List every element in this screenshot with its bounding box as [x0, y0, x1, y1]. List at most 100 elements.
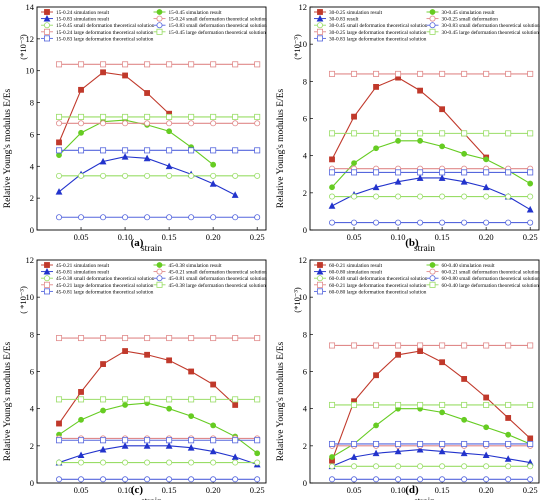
data-point	[100, 335, 107, 342]
data-point	[188, 459, 195, 466]
x-tick-label: 0.05	[74, 232, 89, 242]
data-point	[122, 402, 128, 408]
legend-item: 60-0.40 small deformation theoretical so…	[314, 275, 428, 282]
series-line	[58, 402, 258, 454]
data-point	[416, 445, 424, 453]
data-point	[417, 193, 424, 200]
legend-item: 30-0.83 large deformation theoretical so…	[314, 35, 427, 42]
data-point	[78, 214, 85, 221]
data-point	[232, 396, 239, 403]
data-point	[417, 440, 424, 447]
data-point	[122, 214, 129, 221]
data-point	[439, 143, 446, 150]
data-point	[351, 70, 358, 77]
y-tick-label: 12	[299, 255, 308, 265]
legend-label: 15-0.24 simulation result	[56, 10, 110, 16]
data-point	[144, 476, 151, 483]
data-point	[527, 463, 534, 470]
data-point	[122, 72, 128, 79]
data-point	[144, 396, 151, 403]
data-point	[416, 174, 424, 181]
chart-panel-2: 0 2 4 6 8 10 12 0.05 0.10 0.15 0.20 0.25 strain Relat…	[3, 255, 267, 500]
data-point	[78, 396, 85, 403]
data-point	[373, 440, 380, 447]
legend-swatch-marker	[156, 15, 163, 22]
y-tick-label: 8	[303, 329, 307, 339]
data-point	[55, 188, 63, 195]
x-axis-label: strain	[141, 244, 162, 254]
data-point	[122, 476, 129, 483]
data-point	[483, 424, 490, 431]
legend-item: 60-0.40 simulation result	[426, 262, 496, 269]
data-point	[417, 137, 423, 144]
data-point	[210, 172, 217, 179]
legend-swatch-marker	[44, 288, 51, 295]
data-point	[166, 437, 173, 444]
data-point	[188, 147, 195, 154]
data-point	[78, 459, 85, 466]
data-point	[210, 120, 217, 127]
data-point	[439, 409, 446, 416]
legend-swatch-marker	[44, 275, 51, 282]
series-4	[329, 463, 534, 470]
data-point	[504, 455, 512, 462]
y-tick-label: 2	[30, 441, 34, 451]
data-point	[122, 172, 129, 179]
data-point	[56, 214, 63, 221]
legend-label: 30-0.83 result	[329, 17, 359, 23]
data-point	[210, 476, 217, 483]
legend-label: 60-0.40 small deformation theoretical so…	[329, 275, 428, 282]
data-point	[122, 335, 129, 342]
series-6	[56, 61, 261, 68]
legend-label: 30-0.45 small deformation theoretical so…	[329, 22, 428, 29]
data-point	[329, 401, 336, 408]
data-point	[210, 113, 217, 120]
series-5	[329, 476, 534, 483]
data-point	[373, 145, 379, 152]
legend-item: 15-0.83 large deformation theoretical so…	[41, 35, 154, 42]
data-point	[461, 169, 468, 176]
legend-label: 30-0.83 small deformation theoretical so…	[442, 22, 541, 29]
legend-swatch-marker	[429, 262, 436, 268]
data-point	[210, 147, 217, 154]
data-point	[351, 476, 358, 483]
data-point	[329, 70, 336, 77]
data-point	[166, 476, 173, 483]
data-point	[188, 413, 195, 419]
data-point	[483, 394, 490, 401]
y-tick-label: 6	[303, 367, 307, 377]
data-point	[56, 396, 63, 403]
series-4	[329, 193, 534, 200]
legend-label: 60-0.40 simulation result	[442, 263, 496, 269]
data-point	[439, 106, 446, 113]
data-point	[210, 335, 217, 342]
data-point	[99, 445, 107, 453]
data-point	[166, 128, 173, 135]
series-7	[329, 130, 534, 137]
data-point	[166, 214, 173, 221]
y-tick-label: 8	[30, 329, 34, 339]
data-point	[210, 437, 217, 444]
data-point	[417, 348, 423, 354]
data-point	[417, 130, 424, 137]
data-point	[166, 172, 173, 179]
y-tick-label: 2	[303, 188, 307, 198]
legend-label: 30-0.25 simulation result	[329, 10, 383, 16]
data-point	[209, 447, 217, 455]
y-axis-label: Relative Young's modulus E/Es	[276, 341, 286, 461]
data-point	[56, 172, 63, 179]
data-point	[526, 205, 534, 213]
panel-label: (c)	[131, 484, 144, 496]
data-point	[232, 172, 239, 179]
data-point	[483, 156, 490, 163]
data-point	[144, 90, 150, 96]
series-6	[56, 335, 261, 342]
legend-swatch-marker	[429, 15, 436, 22]
data-point	[232, 335, 239, 342]
legend-label: 60-0.21 simulation result	[329, 263, 383, 269]
legend-label: 45-0.81 large deformation theoretical so…	[56, 288, 154, 295]
data-point	[166, 113, 173, 120]
data-point	[122, 459, 129, 466]
data-point	[417, 87, 423, 94]
